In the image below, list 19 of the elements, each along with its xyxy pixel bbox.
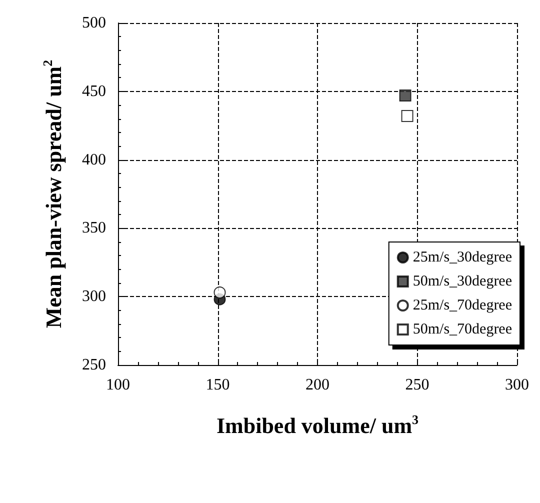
y-tick-label: 450 xyxy=(82,82,106,100)
point xyxy=(214,286,226,298)
y-tick-label: 400 xyxy=(82,151,106,168)
x-tick-label: 200 xyxy=(306,376,330,394)
y-tick-label: 350 xyxy=(82,220,106,237)
legend-label: 50m/s_30degree xyxy=(412,274,512,290)
point xyxy=(401,110,414,122)
y-axis-title: Mean plan-view spread/ um2 xyxy=(40,60,66,328)
x-tick-label: 250 xyxy=(405,376,430,394)
y-tick-label: 250 xyxy=(82,356,106,374)
x-tick-label: 300 xyxy=(505,376,529,394)
x-tick-label: 100 xyxy=(106,376,130,394)
y-tick-label: 300 xyxy=(82,288,106,306)
y-tick-label: 500 xyxy=(82,14,106,32)
point xyxy=(399,90,412,102)
x-tick-label: 150 xyxy=(206,376,230,394)
legend-label: 25m/s_70degree xyxy=(412,298,512,314)
legend-label: 25m/s_30degree xyxy=(412,250,512,266)
legend-label: 50m/s_70degree xyxy=(412,322,512,338)
